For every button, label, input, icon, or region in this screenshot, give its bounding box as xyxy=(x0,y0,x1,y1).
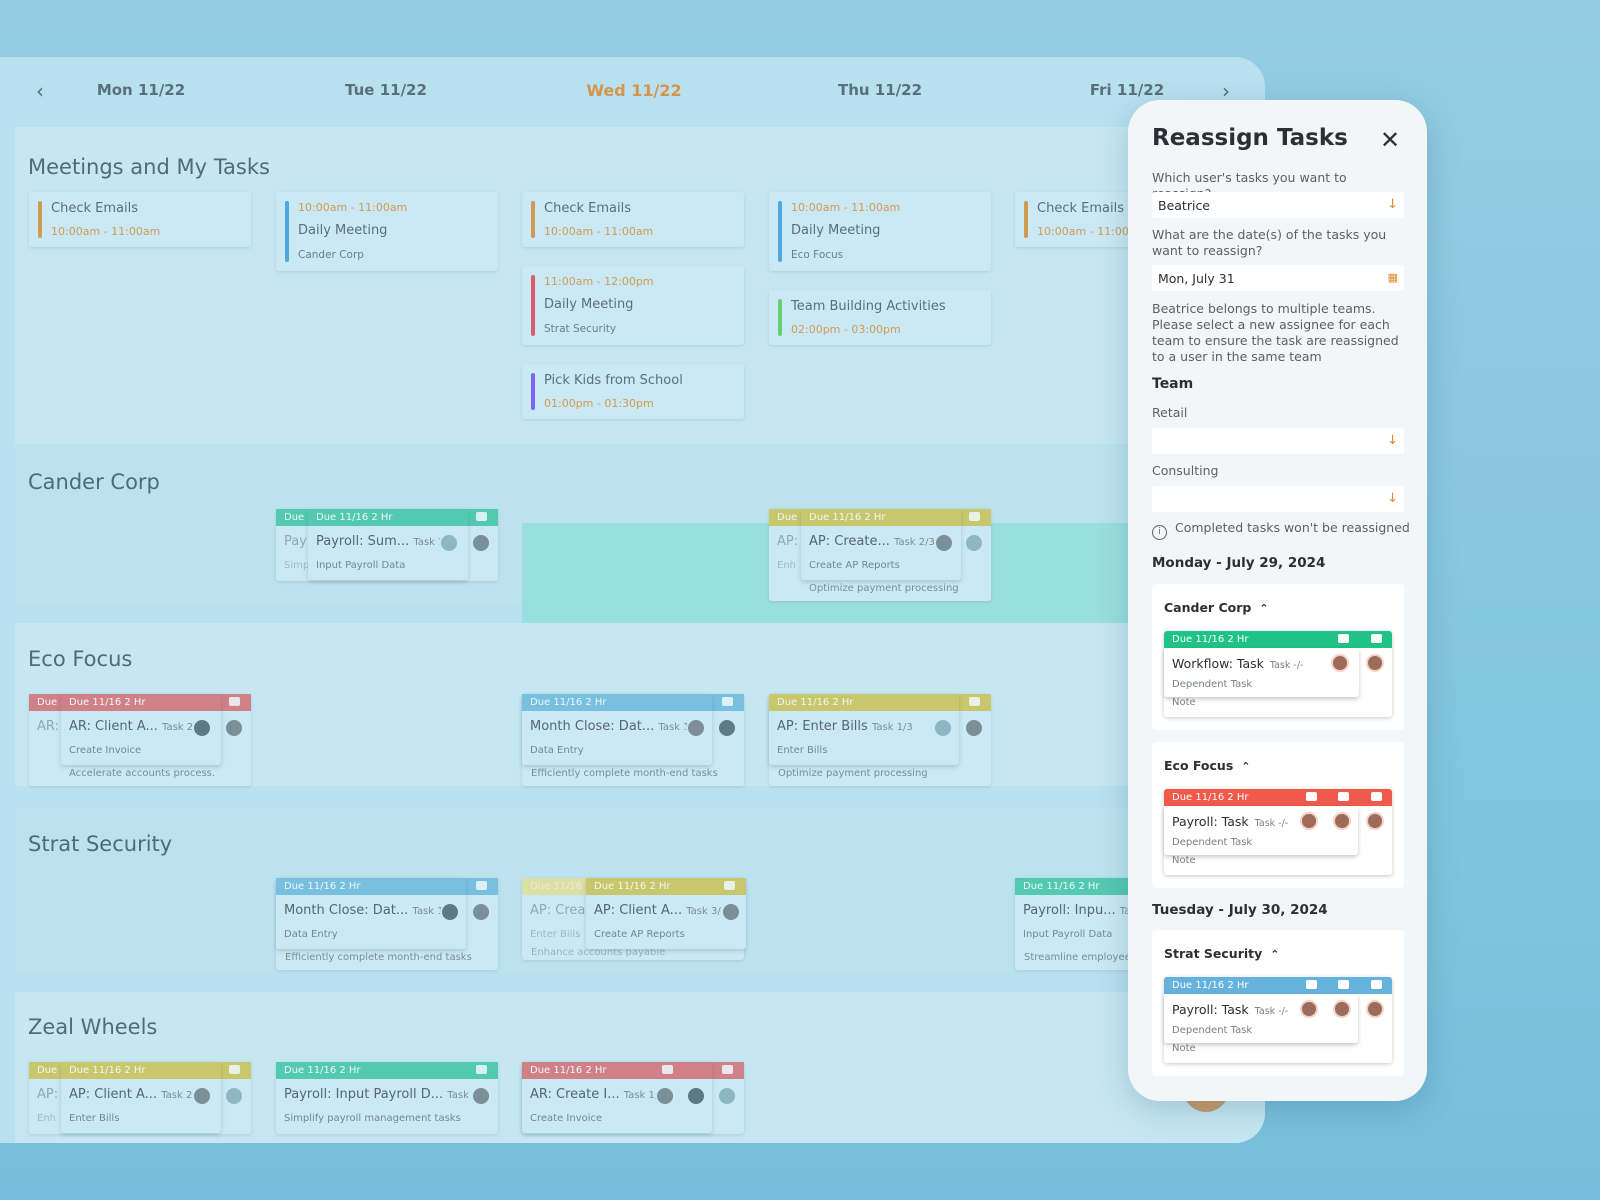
day-fri[interactable]: Fri 11/22 xyxy=(1089,81,1165,99)
event-card[interactable]: Team Building Activities 02:00pm - 03:00… xyxy=(769,290,991,345)
user-select[interactable]: Beatrice ↓ xyxy=(1152,192,1404,218)
explanation-text: Beatrice belongs to multiple teams. Plea… xyxy=(1152,301,1399,364)
event-card[interactable]: 10:00am - 11:00am Daily Meeting Cander C… xyxy=(276,192,498,271)
task-card-front[interactable]: Payroll: Task Task -/- Dependent Task xyxy=(1164,994,1358,1043)
info-note: i Completed tasks won't be reassigned xyxy=(1152,520,1410,540)
close-icon[interactable]: ✕ xyxy=(1380,126,1401,154)
group-toggle[interactable]: Strat Security ⌃ xyxy=(1164,946,1280,961)
task-card[interactable]: Due 11/16 2 Hr AP: Enter Bills Task 1/3 … xyxy=(769,694,959,765)
day-wed-today[interactable]: Wed 11/22 xyxy=(586,81,682,100)
event-card[interactable]: Check Emails 10:00am - 11:00am xyxy=(522,192,744,247)
section-title: Meetings and My Tasks xyxy=(28,155,270,179)
section-title: Eco Focus xyxy=(28,647,133,671)
chevron-up-icon: ⌃ xyxy=(1241,760,1251,773)
chevron-up-icon: ⌃ xyxy=(1259,602,1269,615)
task-card[interactable]: Due 11/16 2 Hr AR: Create I... Task 1/3 … xyxy=(522,1062,712,1133)
consulting-assignee-select[interactable]: ↓ xyxy=(1152,486,1404,512)
task-card[interactable]: Due 11/16 2 Hr Month Close: Dat... Task … xyxy=(522,694,712,765)
arrow-down-icon: ↓ xyxy=(1387,433,1398,448)
calendar-icon: ▦ xyxy=(1387,271,1398,284)
retail-label: Retail xyxy=(1152,405,1188,420)
next-week-icon[interactable]: › xyxy=(1222,79,1230,103)
retail-assignee-select[interactable]: ↓ xyxy=(1152,428,1404,454)
day-thu[interactable]: Thu 11/22 xyxy=(837,81,923,99)
group-strat-security: Strat Security ⌃ Due 11/16 2 Hr Payroll: … xyxy=(1152,930,1404,1076)
day-header: ‹ Mon 11/22 Tue 11/22 Wed 11/22 Thu 11/2… xyxy=(16,69,1250,114)
task-card[interactable]: Due 11/16 2 Hr AP: Create... Task 2/3 Cr… xyxy=(801,509,961,580)
info-icon: i xyxy=(1152,525,1167,540)
event-card[interactable]: Pick Kids from School 01:00pm - 01:30pm xyxy=(522,364,744,419)
day-tue[interactable]: Tue 11/22 xyxy=(345,81,427,99)
group-toggle[interactable]: Cander Corp ⌃ xyxy=(1164,600,1269,615)
task-card-front[interactable]: Payroll: Task Task -/- Dependent Task xyxy=(1164,806,1358,855)
task-card[interactable]: Due 11/16 2 Hr Month Close: Dat... Task … xyxy=(276,878,466,949)
chevron-up-icon: ⌃ xyxy=(1270,948,1280,961)
section-title: Zeal Wheels xyxy=(28,1015,158,1039)
arrow-down-icon: ↓ xyxy=(1387,197,1398,212)
event-card[interactable]: 11:00am - 12:00pm Daily Meeting Strat Se… xyxy=(522,266,744,345)
date-picker[interactable]: Mon, July 31 ▦ xyxy=(1152,265,1404,291)
task-card[interactable]: Due 11/16 2 Hr Payroll: Input Payroll D.… xyxy=(276,1062,498,1134)
section-title: Strat Security xyxy=(28,832,173,856)
date-heading: Tuesday - July 30, 2024 xyxy=(1152,902,1328,918)
group-toggle[interactable]: Eco Focus ⌃ xyxy=(1164,758,1251,773)
calendar-app: ‹ Mon 11/22 Tue 11/22 Wed 11/22 Thu 11/2… xyxy=(0,57,1265,1143)
group-cander-corp: Cander Corp ⌃ Due 11/16 2 Hr Workflow: Ta… xyxy=(1152,584,1404,730)
prev-week-icon[interactable]: ‹ xyxy=(36,79,44,103)
arrow-down-icon: ↓ xyxy=(1387,491,1398,506)
date-heading: Monday - July 29, 2024 xyxy=(1152,555,1326,571)
event-card[interactable]: Check Emails 10:00am - 11:00am xyxy=(29,192,251,247)
section-title: Cander Corp xyxy=(28,470,160,494)
task-card[interactable]: Due 11/16 2 Hr AP: Client A... Task 3/3 … xyxy=(586,878,746,949)
task-card[interactable]: Due 11/16 2 Hr Payroll: Sum... Task 2/3 … xyxy=(308,509,468,580)
reassign-tasks-panel: Reassign Tasks ✕ Which user's tasks you … xyxy=(1128,100,1427,1101)
consulting-label: Consulting xyxy=(1152,463,1219,478)
task-card-front[interactable]: Workflow: Task Task -/- Dependent Task xyxy=(1164,648,1359,697)
event-card[interactable]: 10:00am - 11:00am Daily Meeting Eco Focu… xyxy=(769,192,991,271)
team-heading: Team xyxy=(1152,376,1194,392)
panel-title: Reassign Tasks xyxy=(1152,125,1348,151)
group-eco-focus: Eco Focus ⌃ Due 11/16 2 Hr Payroll: Task … xyxy=(1152,742,1404,888)
task-card[interactable]: Due 11/16 2 Hr AP: Client A... Task 2/3 … xyxy=(61,1062,221,1133)
day-mon[interactable]: Mon 11/22 xyxy=(96,81,186,99)
task-card[interactable]: Due 11/16 2 Hr AR: Client A... Task 2/3 … xyxy=(61,694,221,765)
date-question: What are the date(s) of the tasks you wa… xyxy=(1152,227,1387,258)
